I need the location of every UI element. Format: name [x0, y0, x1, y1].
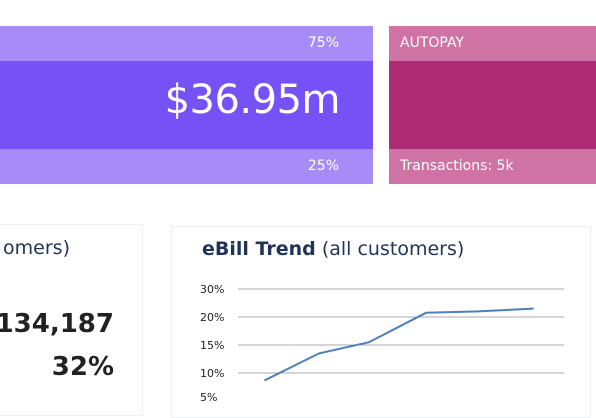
autopay-transactions: Transactions: 5k [400, 158, 514, 174]
ebill-trend-title-rest: (all customers) [321, 238, 465, 260]
customers-percent-value: 32% [51, 352, 114, 382]
total-amount-value: $36.95m [164, 77, 341, 123]
autopay-label: AUTOPAY [400, 35, 464, 51]
customers-summary-panel: omers) ,134,187 32% [0, 224, 143, 416]
trend-data-point [264, 379, 266, 381]
trend-data-point [425, 312, 427, 314]
y-tick-label: 15% [200, 339, 224, 352]
trend-data-point [477, 310, 479, 313]
trend-data-point [318, 352, 320, 355]
y-tick-label: 20% [200, 311, 224, 324]
ebill-trend-title: eBill Trend (all customers) [202, 238, 464, 260]
trend-series-line [264, 307, 534, 382]
y-tick-label: 10% [200, 367, 224, 380]
autopay-bottom-band: Transactions: 5k [389, 149, 596, 184]
autopay-card: AUTOPAY Transactions: 5k [389, 26, 596, 184]
amount-bottom-band: 25% [0, 149, 373, 184]
ebill-trend-title-bold: eBill Trend [202, 238, 316, 260]
customers-count-value: ,134,187 [0, 309, 114, 339]
ebill-trend-chart: 30% 20% 15% 10% 5% [200, 283, 564, 404]
amount-top-band: 75% [0, 26, 373, 61]
top-percent-label: 75% [307, 35, 339, 51]
amount-main-panel: $36.95m [0, 61, 373, 149]
bottom-percent-label: 25% [307, 158, 339, 174]
trend-data-point [532, 307, 534, 310]
ebill-trend-panel: eBill Trend (all customers) 30% 20% 15% 10%… [171, 226, 591, 418]
y-tick-label: 5% [200, 391, 217, 404]
trend-data-point [368, 341, 370, 343]
y-tick-label: 30% [200, 283, 224, 296]
autopay-main-panel [389, 61, 596, 149]
total-amount-card: 75% $36.95m 25% [0, 26, 373, 184]
customers-panel-title: omers) [3, 237, 70, 259]
autopay-top-band: AUTOPAY [389, 26, 596, 61]
